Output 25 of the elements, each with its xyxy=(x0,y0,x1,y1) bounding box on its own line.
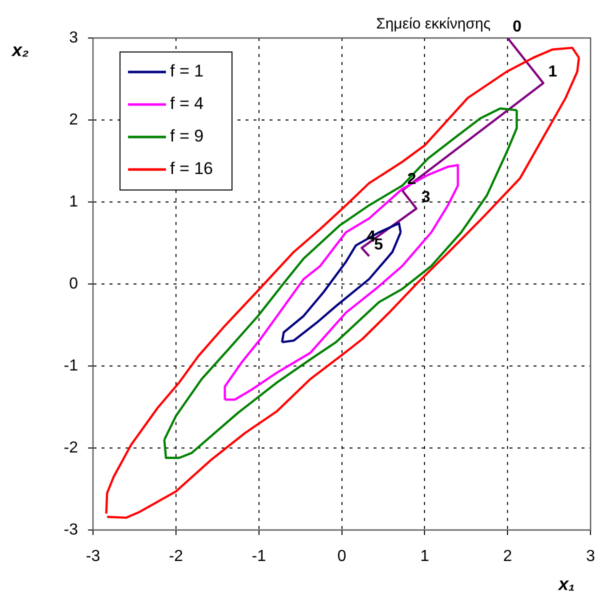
text: Σημείο εκκίνησης xyxy=(376,16,491,33)
annotation: 0 xyxy=(512,18,522,36)
y-tick-label: -2 xyxy=(64,439,78,456)
y-tick-label: -1 xyxy=(64,357,78,374)
y-tick-label: 2 xyxy=(69,111,78,128)
y-tick-label: 3 xyxy=(69,29,78,46)
x-tick-label: 1 xyxy=(420,548,430,566)
legend-label: f = 9 xyxy=(170,126,204,146)
y-axis-title: x₂ xyxy=(11,40,30,60)
annotation: 4 xyxy=(366,228,376,246)
legend-label: f = 1 xyxy=(170,62,204,81)
legend-label: f = 4 xyxy=(170,94,204,114)
x-tick-label: -2 xyxy=(168,548,184,566)
annotation: 1 xyxy=(548,64,558,81)
x-tick-label: 3 xyxy=(586,548,596,566)
y-tick-label: 0 xyxy=(69,275,78,292)
legend-label: f = 16 xyxy=(170,159,214,178)
x-tick-label: -1 xyxy=(252,548,266,566)
x-tick-label: -3 xyxy=(86,548,100,566)
x-axis-title: x₁ xyxy=(558,574,575,592)
y-tick-label: 1 xyxy=(69,193,78,210)
x-tick-label: 2 xyxy=(503,548,512,566)
annotation: 5 xyxy=(374,236,384,254)
y-tick-label: -3 xyxy=(64,521,78,538)
x-tick-label: 0 xyxy=(337,548,346,566)
